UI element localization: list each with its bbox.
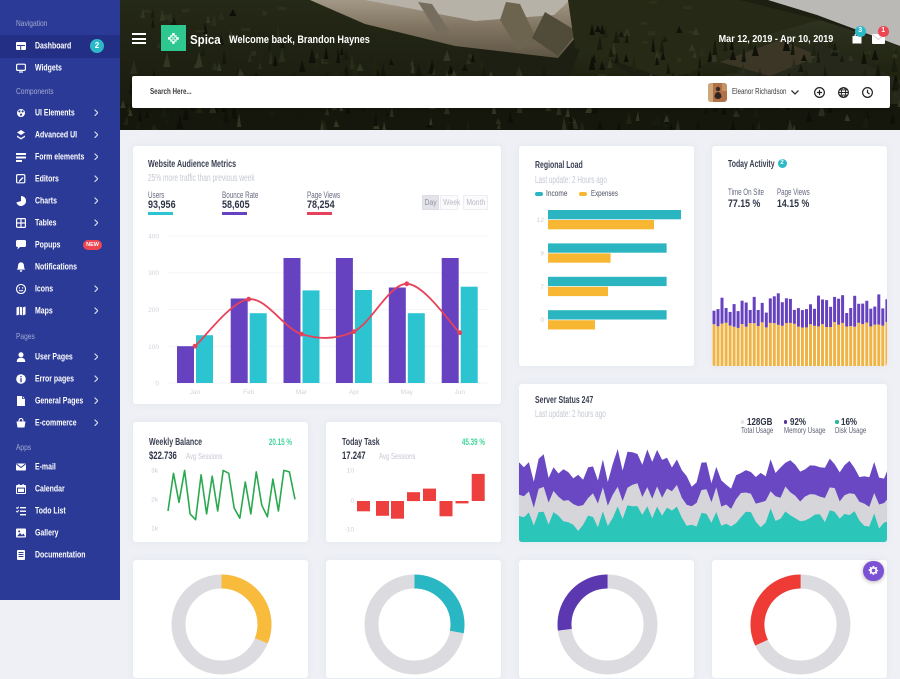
svg-text:200: 200 (148, 307, 159, 314)
svg-text:12: 12 (537, 217, 545, 224)
svg-text:Apr: Apr (349, 389, 360, 396)
svg-text:0: 0 (155, 381, 159, 388)
svg-text:Mar: Mar (296, 389, 308, 396)
svg-text:-10: -10 (345, 526, 355, 533)
svg-text:2k: 2k (151, 496, 159, 503)
svg-text:300: 300 (148, 270, 159, 277)
svg-text:10: 10 (347, 468, 355, 475)
svg-text:Feb: Feb (243, 389, 255, 396)
svg-text:3k: 3k (151, 467, 159, 474)
svg-text:1k: 1k (151, 525, 159, 532)
svg-text:100: 100 (148, 344, 159, 351)
svg-text:0: 0 (350, 498, 354, 505)
svg-text:May: May (401, 389, 414, 396)
svg-text:0: 0 (540, 317, 544, 324)
svg-text:400: 400 (148, 234, 159, 241)
svg-text:Jan: Jan (190, 389, 201, 396)
svg-text:9: 9 (540, 250, 544, 257)
svg-text:7: 7 (540, 284, 544, 291)
svg-text:Jun: Jun (454, 389, 465, 396)
